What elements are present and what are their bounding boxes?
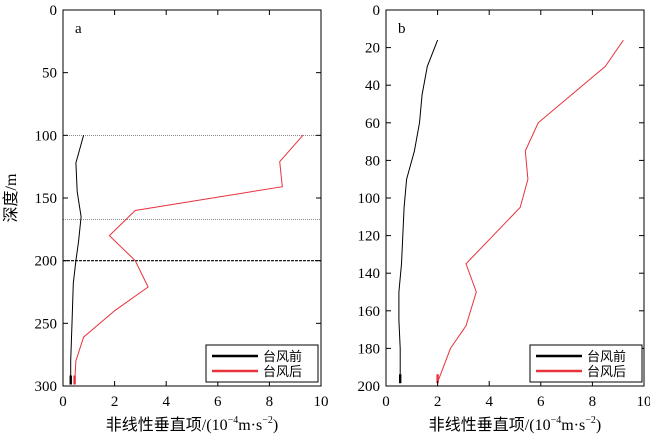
pb-y-tick-label-9: 180 <box>358 341 381 357</box>
x-axis-label-a-exp2: −2 <box>262 415 273 426</box>
pb-x-tick-label-3: 6 <box>537 394 545 410</box>
pa-y-tick-label-6: 300 <box>35 379 58 395</box>
pb-y-tick-label-2: 40 <box>365 78 380 94</box>
pa-plot-frame <box>62 9 322 387</box>
pb-y-tick-label-7: 140 <box>358 266 381 282</box>
pb-series-line-0 <box>398 39 439 383</box>
pa-y-tick-label-1: 50 <box>42 66 57 82</box>
x-axis-label-b: 非线性垂直项/(10−4m·s−2) <box>429 415 601 434</box>
pb-y-tick-label-5: 100 <box>358 191 381 207</box>
pa-x-tick-label-0: 0 <box>59 394 67 410</box>
pa-x-tick-label-1: 2 <box>111 394 119 410</box>
pb-legend-label-1: 台风后 <box>587 364 626 379</box>
pb-x-tick-label-0: 0 <box>382 394 390 410</box>
pa-series-line-1 <box>74 134 304 384</box>
x-axis-label-b-end: ) <box>596 417 601 434</box>
y-axis-label: 深度/m <box>2 173 20 222</box>
pa-x-tick-label-2: 4 <box>162 394 170 410</box>
x-axis-label-a-exp1: −4 <box>228 415 239 426</box>
x-axis-label-b-exp2: −2 <box>585 415 596 426</box>
pb-legend-label-0: 台风前 <box>587 349 626 364</box>
pa-series-line-0 <box>70 135 85 384</box>
pb-y-tick-label-4: 80 <box>365 153 380 169</box>
x-axis-label-b-mid: m·s <box>561 417 585 434</box>
x-axis-label-b-main: 非线性垂直项/(10 <box>429 416 551 434</box>
pb-y-tick-label-8: 160 <box>358 304 381 320</box>
pb-x-tick-label-2: 4 <box>485 394 493 410</box>
pa-x-tick-label-3: 6 <box>214 394 222 410</box>
pa-y-tick-label-5: 250 <box>35 316 58 332</box>
pb-y-tick-label-0: 0 <box>373 3 381 19</box>
x-axis-label-a-mid: m·s <box>238 417 262 434</box>
x-axis-label-a: 非线性垂直项/(10−4m·s−2) <box>106 415 278 434</box>
pb-x-tick-label-4: 8 <box>589 394 597 410</box>
pa-x-tick-label-5: 10 <box>314 394 329 410</box>
x-axis-label-a-main: 非线性垂直项/(10 <box>106 416 228 434</box>
pb-x-tick-label-1: 2 <box>434 394 442 410</box>
pb-y-tick-label-10: 200 <box>358 379 381 395</box>
x-axis-label-a-end: ) <box>273 417 278 434</box>
pa-panel-label: a <box>75 21 82 37</box>
pa-x-tick-label-4: 8 <box>266 394 274 410</box>
pb-y-tick-label-1: 20 <box>365 41 380 57</box>
pa-y-tick-label-2: 100 <box>35 128 58 144</box>
pa-legend-box <box>205 344 319 383</box>
pa-y-tick-label-4: 200 <box>35 254 58 270</box>
pb-series-line-1 <box>437 39 624 383</box>
pb-y-tick-label-3: 60 <box>365 116 380 132</box>
panel-b: 0 2 4 6 8 10020406080100120140160180200b台风前台风… <box>358 3 650 410</box>
pa-legend-label-0: 台风前 <box>263 349 302 364</box>
x-axis-label-b-exp1: −4 <box>551 415 562 426</box>
pa-y-tick-label-3: 150 <box>35 191 58 207</box>
pb-panel-label: b <box>398 21 406 37</box>
pb-x-tick-label-5: 10 <box>637 394 650 410</box>
pb-legend-box <box>529 344 643 383</box>
pa-y-tick-label-0: 0 <box>50 3 58 19</box>
pb-y-tick-label-6: 120 <box>358 229 381 245</box>
pa-legend-label-1: 台风后 <box>263 364 302 379</box>
